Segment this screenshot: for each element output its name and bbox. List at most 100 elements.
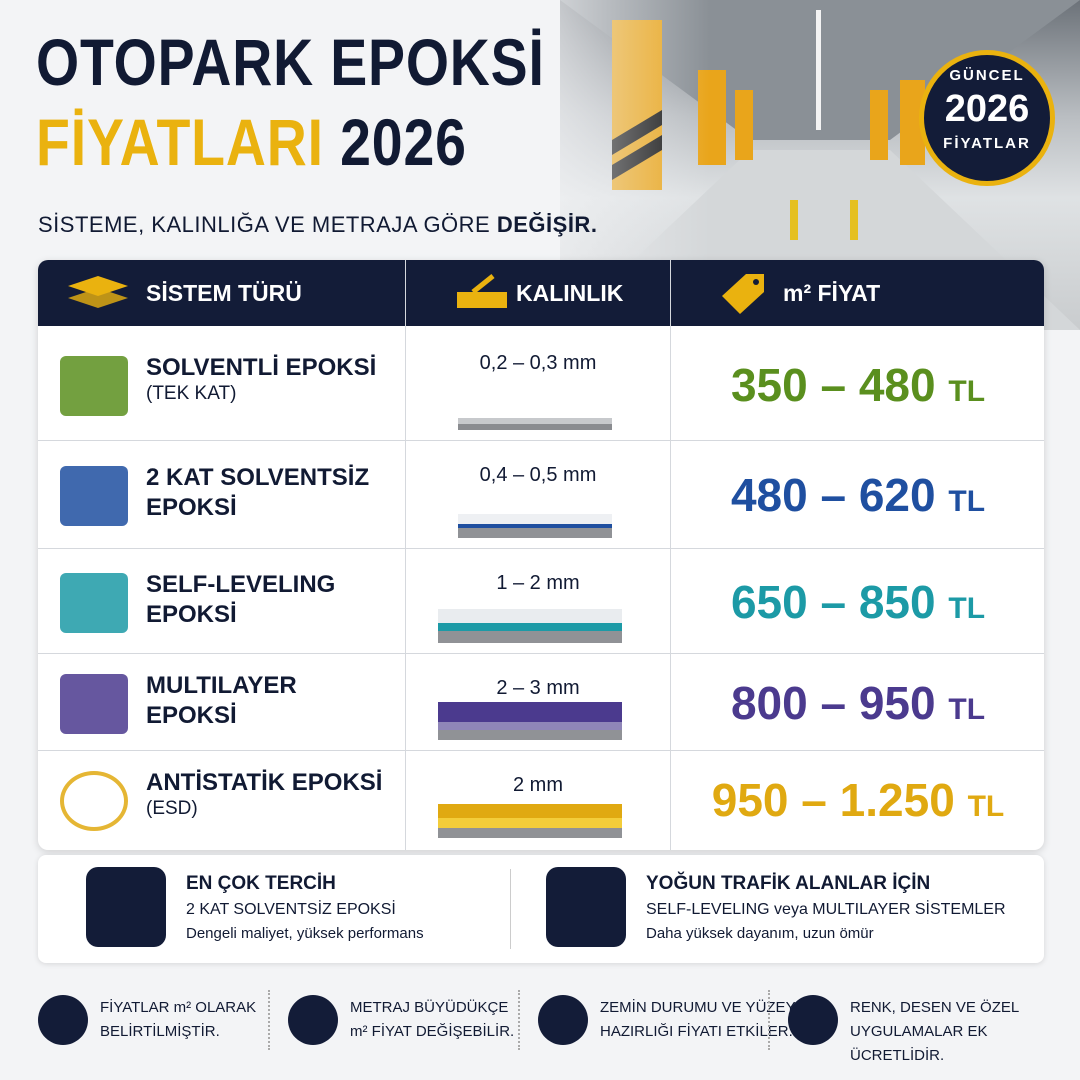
price-table: SİSTEM TÜRÜ KALINLIK m² FİYAT SOLVENTLİ … xyxy=(38,260,1044,850)
note-icon xyxy=(538,995,588,1045)
divider xyxy=(510,869,511,949)
highlight-title: YOĞUN TRAFİK ALANLAR İÇİN xyxy=(646,873,931,894)
note-line: BELİRTİLMİŞTİR. xyxy=(100,1023,220,1040)
note-line: m² FİYAT DEĞİŞEBİLİR. xyxy=(350,1023,515,1040)
name-note: (TEK KAT) xyxy=(146,383,237,404)
note-line: FİYATLAR m² OLARAK xyxy=(100,999,257,1016)
row-divider xyxy=(38,548,1044,549)
column-divider xyxy=(405,260,406,850)
system-name: MULTILAYER EPOKSİ xyxy=(146,671,297,731)
row-divider xyxy=(38,750,1044,751)
subtitle: SİSTEME, KALINLIĞA VE METRAJA GÖRE DEĞİŞ… xyxy=(38,212,597,238)
row-divider xyxy=(38,440,1044,441)
layer xyxy=(438,818,622,828)
note-icon xyxy=(288,995,338,1045)
row-divider xyxy=(38,653,1044,654)
subtitle-text: SİSTEME, KALINLIĞA VE METRAJA GÖRE xyxy=(38,212,491,237)
layer xyxy=(458,424,612,430)
note-line: UYGULAMALAR EK ÜCRETLİDİR. xyxy=(850,1023,988,1064)
price-range: 650 – 850 xyxy=(730,575,936,628)
thickness: 2 mm xyxy=(513,774,563,796)
layer xyxy=(458,528,612,538)
price: 650 – 850 TL xyxy=(688,575,1028,629)
highlight-title: EN ÇOK TERCİH xyxy=(186,873,336,894)
currency: TL xyxy=(948,591,986,625)
system-name: ANTİSTATİK EPOKSİ (ESD) xyxy=(146,768,382,820)
header-cell: m² FİYAT xyxy=(783,280,881,306)
thickness: 2 – 3 mm xyxy=(496,677,580,699)
table-header xyxy=(38,260,1044,326)
currency: TL xyxy=(948,375,986,408)
note-line: ZEMİN DURUMU VE YÜZEY xyxy=(600,999,796,1016)
title: OTOPARK EPOKSİ FİYATLARI 2026 xyxy=(36,22,545,182)
layer xyxy=(438,702,622,722)
currency: TL xyxy=(948,692,986,726)
highlight-icon xyxy=(546,867,626,947)
title-line2: FİYATLARI 2026 xyxy=(36,102,545,182)
layer xyxy=(438,623,622,631)
name-line: EPOKSİ xyxy=(146,701,237,729)
currency: TL xyxy=(967,790,1005,823)
note-divider xyxy=(768,990,770,1050)
column-divider xyxy=(670,260,671,850)
highlight-text: EN ÇOK TERCİH 2 KAT SOLVENTSİZ EPOKSİ Deng… xyxy=(186,873,424,942)
price: 950 – 1.250 TL xyxy=(688,773,1028,827)
title-year: 2026 xyxy=(340,105,467,179)
badge-year: 2026 xyxy=(944,88,1030,130)
price-range: 350 – 480 xyxy=(730,359,936,411)
note-icon xyxy=(788,995,838,1045)
layer xyxy=(458,514,612,524)
name-line: SOLVENTLİ EPOKSİ xyxy=(146,354,377,381)
layer xyxy=(458,524,612,528)
highlight-line1: 2 KAT SOLVENTSİZ EPOKSİ xyxy=(186,901,396,918)
note: METRAJ BÜYÜDÜKÇE m² FİYAT DEĞİŞEBİLİR. xyxy=(350,996,514,1044)
title-accent: FİYATLARI xyxy=(36,105,324,179)
system-name: SOLVENTLİ EPOKSİ (TEK KAT) xyxy=(146,353,376,405)
thickness: 0,4 – 0,5 mm xyxy=(479,464,597,486)
layer xyxy=(438,828,622,838)
row-icon xyxy=(60,771,128,831)
system-name: SELF-LEVELING EPOKSİ xyxy=(146,570,335,630)
header-cell: SİSTEM TÜRÜ xyxy=(146,280,302,306)
highlight-text: YOĞUN TRAFİK ALANLAR İÇİN SELF-LEVELING v… xyxy=(646,873,1006,942)
note-icon xyxy=(38,995,88,1045)
layers-icon xyxy=(68,276,128,308)
price-range: 950 – 1.250 xyxy=(711,774,955,826)
layer xyxy=(438,804,622,818)
name-line: EPOKSİ xyxy=(146,600,237,628)
tag-icon xyxy=(722,274,764,314)
badge: GÜNCEL 2026 FİYATLAR xyxy=(919,50,1055,186)
note-divider xyxy=(268,990,270,1050)
note-line: METRAJ BÜYÜDÜKÇE xyxy=(350,999,509,1016)
layer xyxy=(438,722,622,730)
name-line: ANTİSTATİK EPOKSİ xyxy=(146,769,383,796)
layer xyxy=(438,631,622,643)
subtitle-bold: DEĞİŞİR. xyxy=(496,212,598,237)
price: 350 – 480 TL xyxy=(688,358,1028,412)
price: 480 – 620 TL xyxy=(688,468,1028,522)
title-line1: OTOPARK EPOKSİ xyxy=(36,25,545,99)
layer xyxy=(438,609,622,623)
note: RENK, DESEN VE ÖZEL UYGULAMALAR EK ÜCRETL… xyxy=(850,996,1080,1068)
note: ZEMİN DURUMU VE YÜZEY HAZIRLIĞI FİYATI ET… xyxy=(600,996,796,1044)
row-icon xyxy=(60,356,128,416)
highlight-line2: Daha yüksek dayanım, uzun ömür xyxy=(646,925,874,942)
note: FİYATLAR m² OLARAK BELİRTİLMİŞTİR. xyxy=(100,996,256,1044)
price-range: 800 – 950 xyxy=(730,676,936,729)
system-name: 2 KAT SOLVENTSİZ EPOKSİ xyxy=(146,463,369,523)
badge-bottom: FİYATLAR xyxy=(943,135,1031,152)
trowel-icon xyxy=(457,274,507,308)
thickness: 0,2 – 0,3 mm xyxy=(479,352,597,374)
name-line: SELF-LEVELING xyxy=(146,570,336,598)
highlights: EN ÇOK TERCİH 2 KAT SOLVENTSİZ EPOKSİ Deng… xyxy=(38,855,1044,963)
price: 800 – 950 TL xyxy=(688,676,1028,730)
row-icon xyxy=(60,572,128,633)
highlight-line1: SELF-LEVELING veya MULTILAYER SİSTEMLER xyxy=(646,901,1006,918)
layer xyxy=(458,418,612,424)
highlight-line2: Dengeli maliyet, yüksek performans xyxy=(186,925,424,942)
note-line: HAZIRLIĞI FİYATI ETKİLER. xyxy=(600,1023,793,1040)
name-line: 2 KAT SOLVENTSİZ xyxy=(146,464,370,491)
name-line: EPOKSİ xyxy=(146,494,237,521)
